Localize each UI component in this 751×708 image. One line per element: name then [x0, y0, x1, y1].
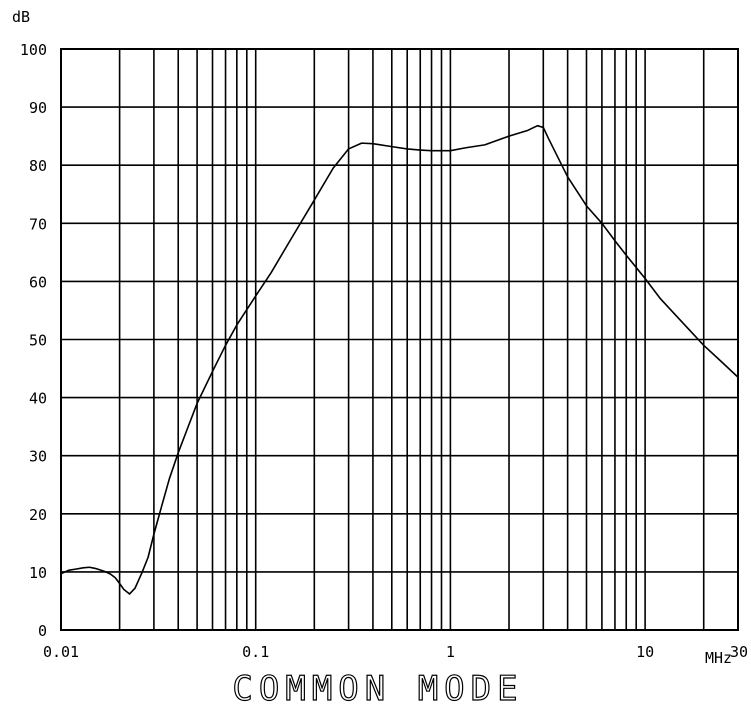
y-tick-label: 60 — [29, 273, 47, 291]
y-tick-label: 90 — [29, 99, 47, 117]
y-tick-label: 50 — [29, 332, 47, 350]
grid — [61, 49, 738, 630]
y-tick-label: 10 — [29, 564, 47, 582]
y-tick-label: 40 — [29, 390, 47, 408]
chart-title: COMMON MODE — [232, 669, 523, 708]
x-tick-label: 0.01 — [43, 643, 79, 661]
y-tick-label: 20 — [29, 506, 47, 524]
y-tick-label: 70 — [29, 215, 47, 233]
x-tick-label: 10 — [636, 643, 654, 661]
x-tick-label: 0.1 — [242, 643, 269, 661]
x-tick-label: 30 — [730, 643, 748, 661]
plot-frame — [60, 48, 739, 631]
series-line — [60, 124, 739, 595]
x-axis-ticks: 0.01 0.1 1 10 30 — [43, 643, 748, 661]
y-tick-label: 100 — [20, 41, 47, 59]
y-axis-ticks: 0 10 20 30 40 50 60 70 80 90 100 — [20, 41, 47, 640]
y-tick-label: 0 — [38, 622, 47, 640]
x-tick-label: 1 — [446, 643, 455, 661]
y-tick-label: 80 — [29, 157, 47, 175]
y-tick-label: 30 — [29, 448, 47, 466]
x-axis-label: MHz — [705, 649, 732, 667]
y-axis-label: dB — [12, 8, 30, 26]
